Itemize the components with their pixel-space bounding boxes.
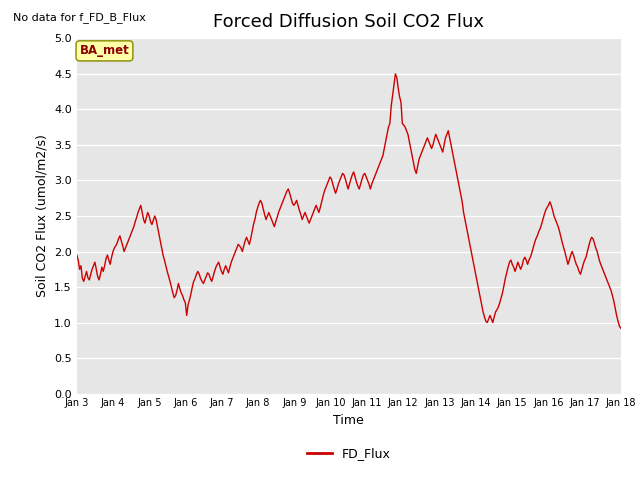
Text: No data for f_FD_B_Flux: No data for f_FD_B_Flux	[13, 12, 146, 23]
Y-axis label: Soil CO2 Flux (umol/m2/s): Soil CO2 Flux (umol/m2/s)	[36, 134, 49, 298]
Text: BA_met: BA_met	[79, 44, 129, 58]
Legend: FD_Flux: FD_Flux	[302, 443, 396, 466]
X-axis label: Time: Time	[333, 414, 364, 427]
Title: Forced Diffusion Soil CO2 Flux: Forced Diffusion Soil CO2 Flux	[213, 13, 484, 31]
